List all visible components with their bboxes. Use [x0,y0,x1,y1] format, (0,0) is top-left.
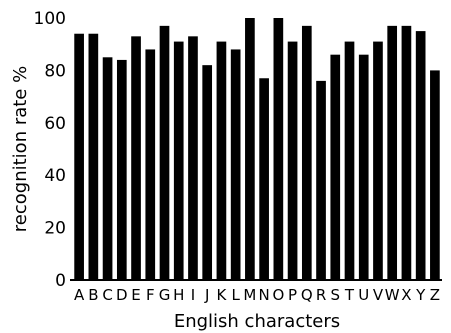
bar-G [159,25,170,280]
bar-D [116,59,127,280]
x-axis-title: English characters [174,311,340,332]
x-tick-label: V [373,286,384,304]
bar-Z [430,70,440,281]
bar-Y [415,31,426,280]
bar-J [202,65,213,280]
x-tick-label: C [102,286,112,304]
y-tick-label: 20 [44,219,66,239]
x-tick-label: P [288,286,297,304]
bar-N [259,78,269,280]
x-tick-label: B [88,286,98,304]
x-tick-label: S [331,286,341,304]
x-tick-label: Y [415,286,426,304]
bar-Q [301,25,312,280]
x-tick-label: O [272,286,284,304]
y-tick-label: 80 [44,61,66,81]
x-tick-label: X [401,286,411,304]
x-tick-label: T [344,286,355,304]
bar-S [330,54,341,281]
x-tick-label: W [385,286,400,304]
x-tick-label: L [231,286,240,304]
x-tick-label: R [316,286,326,304]
bar-K [216,41,227,280]
bar-F [145,49,156,280]
y-tick-label: 40 [44,166,66,186]
bar-group [74,18,440,281]
x-tick-label: D [116,286,128,304]
x-tick-label: F [146,286,155,304]
bar-C [102,57,113,280]
bar-E [131,36,141,281]
bar-L [230,49,241,280]
bar-W [387,25,398,280]
bar-V [373,41,383,280]
x-tick-label: H [173,286,184,304]
bar-B [88,33,99,280]
bar-X [401,25,412,280]
y-tick-label: 100 [34,9,66,29]
bar-T [344,41,355,280]
bar-H [173,41,184,280]
x-tick-label: Z [430,286,440,304]
bar-A [74,33,84,280]
bar-O [273,18,284,280]
bar-U [358,54,369,281]
x-tick-label: E [131,286,140,304]
bar-M [245,18,255,280]
x-tick-label: A [74,286,85,304]
bar-R [316,80,326,280]
y-axis-ticks: 0 20 40 60 80 100 [34,9,66,291]
y-axis-title: recognition rate % [10,66,31,232]
x-tick-label: J [204,286,209,304]
y-tick-label: 0 [55,271,66,291]
x-tick-label: Q [301,286,313,304]
x-tick-label: I [191,286,195,304]
x-tick-label: M [243,286,256,304]
x-tick-label: K [216,286,227,304]
bar-I [188,36,198,281]
y-tick-label: 60 [44,114,66,134]
x-tick-label: G [159,286,171,304]
x-tick-label: U [358,286,369,304]
x-tick-label: N [259,286,270,304]
bar-P [287,41,298,280]
